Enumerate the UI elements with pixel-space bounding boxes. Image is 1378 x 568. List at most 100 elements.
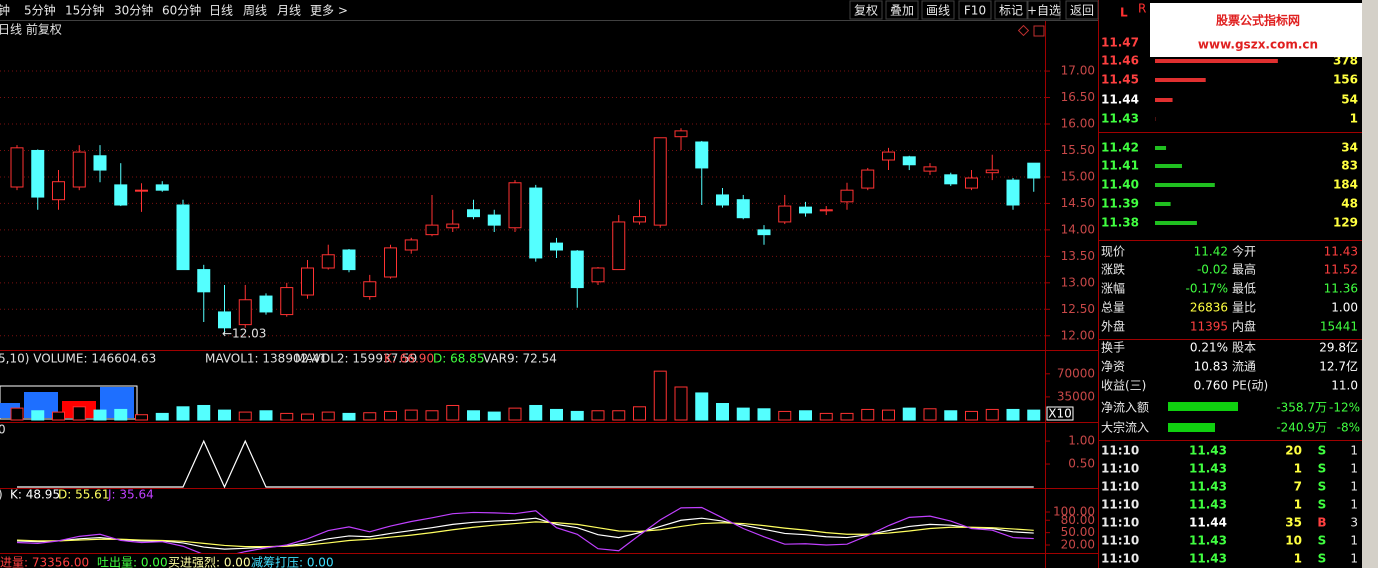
icon[interactable] <box>1017 24 1030 37</box>
volume-bar <box>508 407 522 421</box>
volume-bar <box>965 410 978 421</box>
icon[interactable] <box>1033 25 1045 37</box>
candle-body <box>259 295 273 313</box>
trade-count: 1 <box>1350 444 1358 458</box>
trade-side: B <box>1317 516 1326 530</box>
watermark-title: 股票公式指标网 <box>1216 13 1300 28</box>
toolbar-button[interactable]: 标记 <box>999 4 1023 18</box>
period-tab[interactable]: 周线 <box>243 4 267 18</box>
candle-body <box>778 205 792 223</box>
footer-stat: 吸进量: 73356.00 <box>0 556 89 568</box>
trade-price: 11.43 <box>1189 462 1227 476</box>
unit-box <box>1046 406 1074 421</box>
button-bg[interactable] <box>1027 0 1061 20</box>
legend-entry: D: 55.61 <box>58 488 109 502</box>
volume-bar <box>467 410 480 421</box>
candle-body <box>425 224 439 236</box>
volume-bar <box>10 407 24 421</box>
footer-stat: 吐出量: 0.00 <box>97 556 168 568</box>
candle-body <box>31 149 45 198</box>
trade-side: S <box>1318 480 1327 494</box>
candle-body <box>550 242 563 251</box>
book-bar <box>1155 78 1206 82</box>
flow-amount: -240.9万 <box>1276 421 1327 435</box>
volume-bar <box>52 411 65 421</box>
volume-bar <box>176 406 190 421</box>
quote-label: 收益(三) <box>1101 379 1146 393</box>
quote-label: 换手 <box>1101 341 1125 355</box>
flow-pct: -8% <box>1337 421 1360 435</box>
trade-price: 11.43 <box>1189 552 1227 566</box>
legend-text: MAVOL1: 138902.41 <box>205 352 327 366</box>
candle-body <box>508 182 522 229</box>
trade-count: 3 <box>1350 516 1358 530</box>
volume-bar <box>197 404 211 421</box>
book-qty: 54 <box>1341 93 1358 107</box>
book-qty: 156 <box>1333 73 1358 87</box>
period-tab[interactable]: 日线 <box>209 4 233 18</box>
candle-body <box>467 209 480 218</box>
period-tab[interactable]: 5分钟 <box>24 3 56 18</box>
main-area <box>0 70 1050 553</box>
volume-bar <box>301 413 314 421</box>
flow-bar <box>1168 402 1238 411</box>
watermark-bg <box>1150 3 1362 57</box>
candle-body <box>985 169 999 174</box>
toolbar-button[interactable]: F10 <box>964 4 986 18</box>
period-tab[interactable]: 钟 <box>0 3 10 18</box>
volume-bar <box>736 407 750 421</box>
volume-bar <box>944 410 958 421</box>
period-tab[interactable]: 更多 > <box>310 4 348 18</box>
trade-volume: 10 <box>1285 534 1302 548</box>
flow-amount: -358.7万 <box>1276 401 1327 415</box>
toolbar-button[interactable]: 叠加 <box>890 4 914 18</box>
candle-body <box>799 206 812 214</box>
candle-body <box>1006 179 1020 206</box>
button-bg[interactable] <box>921 0 955 20</box>
period-tab[interactable]: 30分钟 <box>114 3 153 18</box>
period-tab[interactable]: 15分钟 <box>65 3 104 18</box>
quote-label: 外盘 <box>1101 319 1125 334</box>
scrollbar <box>1362 0 1378 568</box>
quote-value: -0.02 <box>1197 263 1228 277</box>
trade-count: 1 <box>1350 480 1358 494</box>
trade-volume: 35 <box>1285 516 1302 530</box>
quote-label: 现价 <box>1101 245 1125 259</box>
volume-bar <box>799 410 812 421</box>
trade-price: 11.43 <box>1189 534 1227 548</box>
button-bg[interactable] <box>958 0 992 20</box>
button-bg[interactable] <box>994 0 1028 20</box>
toolbar-button[interactable]: 返回 <box>1070 4 1094 18</box>
volume-bar <box>612 410 626 421</box>
button-bg[interactable] <box>849 0 883 20</box>
button-bg[interactable] <box>885 0 919 20</box>
candle-body <box>342 249 356 271</box>
book-price: 11.44 <box>1101 93 1139 107</box>
candle-body <box>446 223 460 229</box>
period-tab[interactable]: 月线 <box>277 4 301 18</box>
quote-value: 0.760 <box>1194 379 1228 393</box>
quote-label: 股本 <box>1232 341 1256 355</box>
trade-side: S <box>1318 534 1327 548</box>
candle-body <box>529 187 543 259</box>
candle-body <box>902 156 916 166</box>
quote-value: 29.8亿 <box>1319 340 1358 355</box>
trade-time: 11:10 <box>1101 462 1139 476</box>
button-bg[interactable] <box>1065 0 1099 20</box>
candle-body <box>819 209 833 212</box>
candle-body <box>695 141 709 169</box>
period-tab[interactable]: 60分钟 <box>162 3 201 18</box>
legend-text: MAVOL2: 159937.59 <box>295 352 417 366</box>
volume-bar <box>259 410 273 421</box>
candle-body <box>861 169 875 189</box>
toolbar-button[interactable]: 画线 <box>926 4 950 18</box>
y-tick-label: 80.00 <box>1061 513 1095 527</box>
toolbar-button[interactable]: +自选 <box>1027 4 1061 18</box>
trade-side: S <box>1318 462 1327 476</box>
candle-body <box>923 166 937 172</box>
toolbar-button[interactable]: 复权 <box>854 4 878 18</box>
y-tick-label: 20.00 <box>1061 538 1095 552</box>
legend-text: D: 68.85 <box>433 352 484 366</box>
volume-bar <box>342 412 356 421</box>
volume-bar <box>570 410 584 421</box>
